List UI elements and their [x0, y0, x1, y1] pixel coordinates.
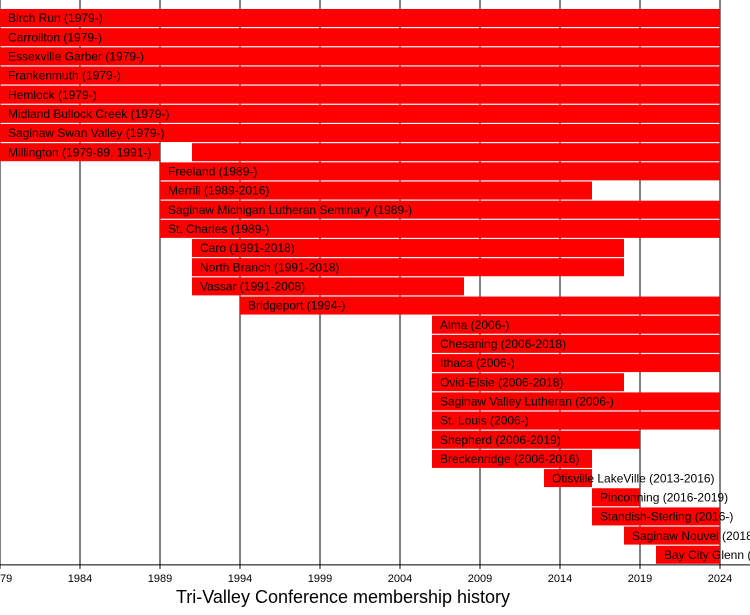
bar-label: Bay City Glenn (2020-)	[664, 548, 750, 562]
bar	[0, 28, 720, 47]
bar-label: Ovid-Elsie (2006-2018)	[440, 375, 563, 389]
bar	[192, 239, 624, 258]
bar	[432, 430, 640, 449]
bar	[656, 545, 720, 564]
x-tick-label: 1984	[68, 573, 92, 585]
bar-label: Standish-Sterling (2016-)	[600, 510, 733, 524]
x-tick-label: 1994	[228, 573, 252, 585]
bar	[160, 162, 720, 181]
bar	[432, 373, 624, 392]
bar	[432, 411, 720, 430]
bars	[0, 9, 720, 564]
bar	[0, 104, 720, 123]
bar-label: Birch Run (1979-)	[8, 11, 103, 25]
bar	[432, 334, 720, 353]
bar-label: Freeland (1989-)	[168, 165, 257, 179]
x-tick-label: 2019	[628, 573, 652, 585]
labels: 1979 1984 1989 1994 1999 2004 2009 2014 2019 2024…	[0, 11, 750, 585]
bar-label: Saginaw Michigan Lutheran Seminary (1989…	[168, 203, 412, 217]
bar	[592, 488, 640, 507]
bar	[0, 66, 720, 85]
bar-label: Carrollton (1979-)	[8, 30, 102, 44]
bar	[192, 143, 720, 162]
x-tick-label: 2024	[708, 573, 732, 585]
bar	[0, 9, 720, 27]
bar	[592, 507, 720, 526]
bar-label: Merrill (1989-2016)	[168, 184, 269, 198]
bar-label: Chesaning (2006-2018)	[440, 337, 566, 351]
bar	[0, 85, 720, 104]
bar-label: Shepherd (2006-2019)	[440, 433, 561, 447]
bar	[432, 392, 720, 411]
x-tick-label: 2004	[388, 573, 412, 585]
bar-label: Saginaw Valley Lutheran (2006-)	[440, 395, 614, 409]
bar-label: Otisville LakeVille (2013-2016)	[552, 471, 715, 485]
bar	[432, 449, 592, 468]
bar-label: Hemlock (1979-)	[8, 88, 97, 102]
bar-label: Frankenmuth (1979-)	[8, 69, 121, 83]
bar	[624, 526, 720, 545]
bar	[0, 124, 720, 143]
chart-title: Tri-Valley Conference membership history	[176, 587, 510, 607]
bar	[432, 354, 720, 373]
bar-label: Ithaca (2006-)	[440, 356, 515, 370]
bar-label: Saginaw Swan Valley (1979-)	[8, 126, 165, 140]
x-tick-label: 2009	[468, 573, 492, 585]
bar-label: Pinconning (2016-2019)	[600, 490, 728, 504]
bar-label: Millington (1979-89, 1991-)	[8, 145, 151, 159]
bar-label: Alma (2006-)	[440, 318, 509, 332]
bar	[160, 219, 720, 238]
bar-label: Midland Bullock Creek (1979-)	[8, 107, 169, 121]
bar-label: St. Charles (1989-)	[168, 222, 269, 236]
x-tick-label: 1979	[0, 573, 12, 585]
bar-label: Vassar (1991-2008)	[200, 280, 305, 294]
bar-label: Breckenridge (2006-2016)	[440, 452, 579, 466]
x-tick-label: 1999	[308, 573, 332, 585]
bar	[160, 200, 720, 219]
bar-label: Essexville Garber (1979-)	[8, 50, 144, 64]
bar	[432, 315, 720, 334]
bar	[0, 47, 720, 66]
bar-label: North Branch (1991-2018)	[200, 260, 339, 274]
bar	[544, 469, 592, 488]
bar-label: St. Louis (2006-)	[440, 414, 529, 428]
bar-label: Saginaw Nouvel (2018-)	[632, 529, 750, 543]
bar	[0, 143, 160, 162]
x-tick-label: 2014	[548, 573, 572, 585]
bar	[192, 277, 464, 296]
bar-label: Bridgeport (1994-)	[248, 299, 345, 313]
x-tick-label: 1989	[148, 573, 172, 585]
bar-label: Caro (1991-2018)	[200, 241, 295, 255]
bar	[192, 258, 624, 277]
bar	[240, 296, 720, 315]
bar	[160, 181, 592, 200]
